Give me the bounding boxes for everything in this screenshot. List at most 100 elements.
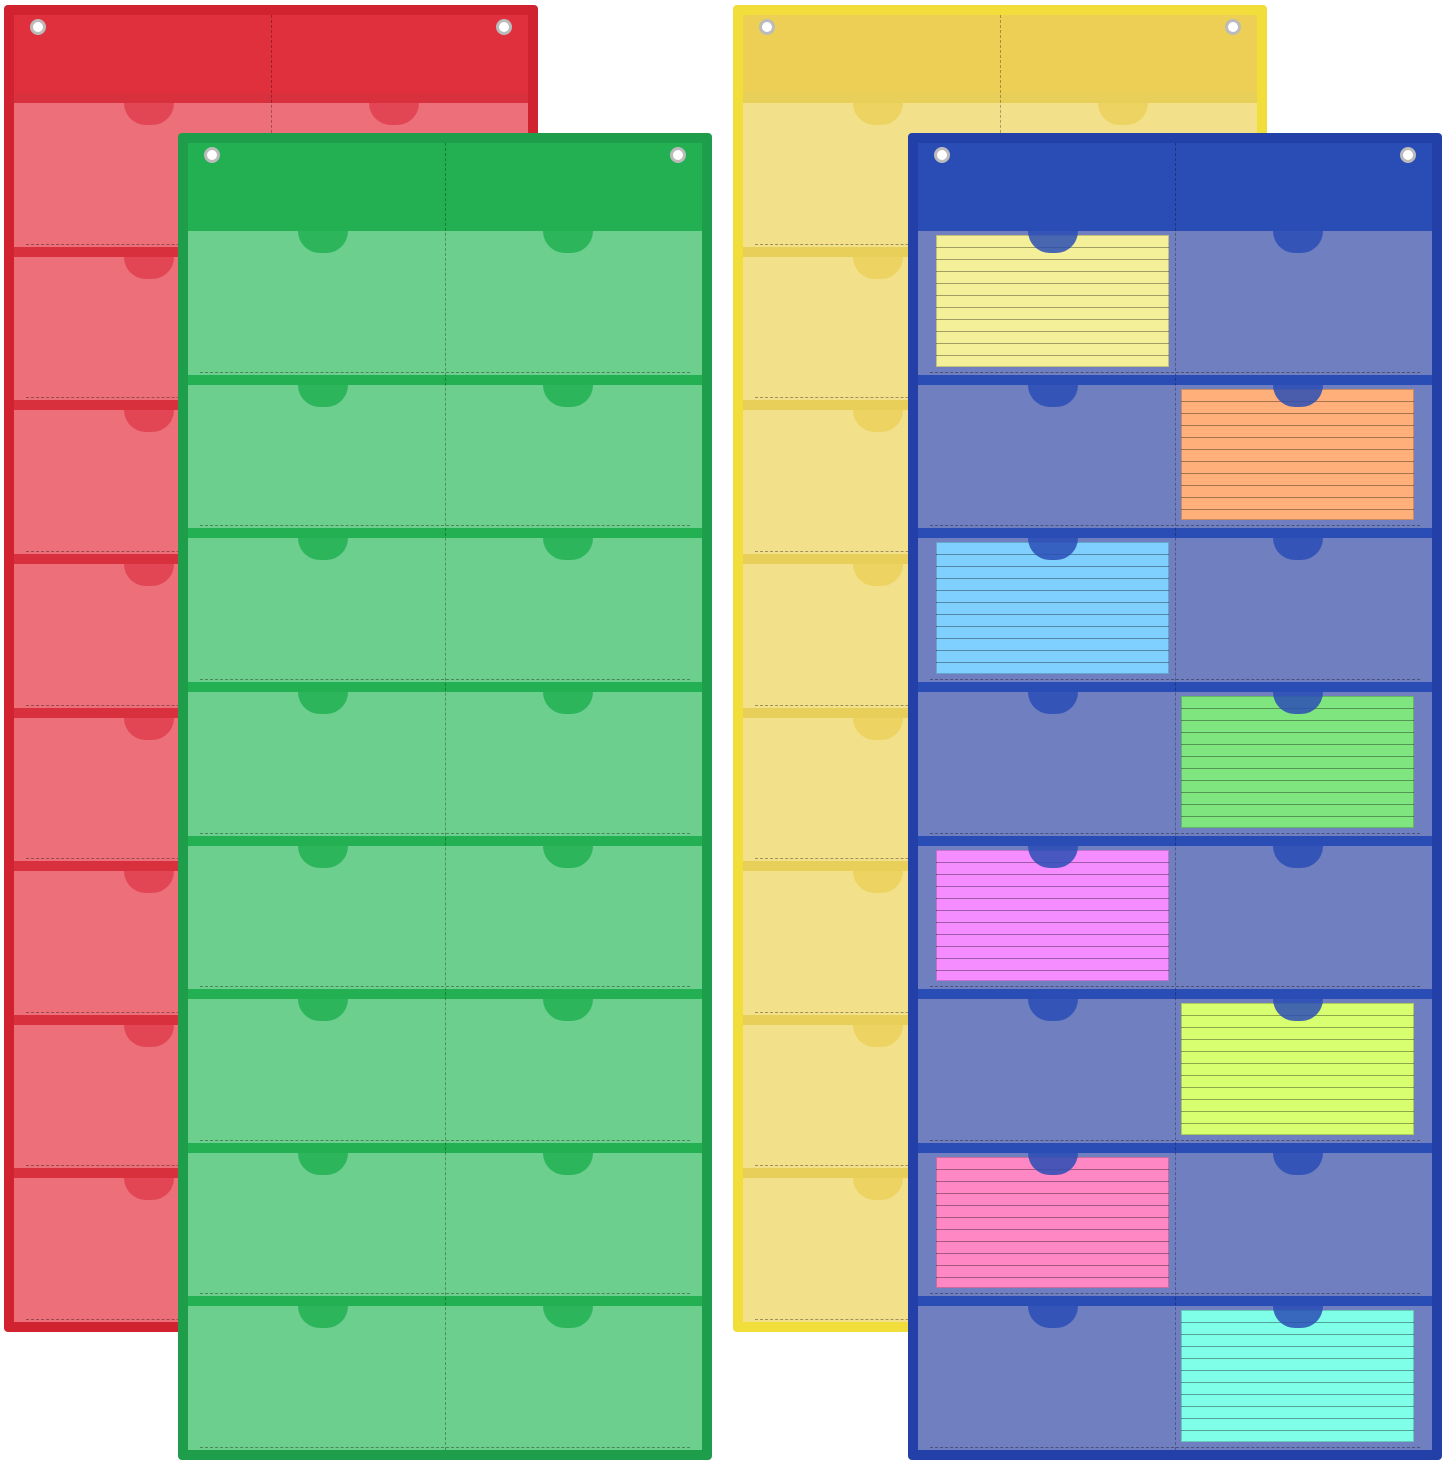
- grommet-icon: [1400, 147, 1416, 163]
- stitch-line: [930, 832, 1420, 834]
- pocket: [200, 999, 445, 1143]
- index-card: [936, 1156, 1169, 1289]
- index-card: [936, 849, 1169, 982]
- index-card: [1181, 388, 1414, 521]
- pocket: [1175, 1152, 1420, 1297]
- pocket-band: [188, 374, 702, 385]
- pocket-notch: [1027, 384, 1078, 407]
- pocket-notch: [297, 999, 348, 1022]
- pocket-row: [188, 681, 702, 836]
- pocket-band: [188, 528, 702, 539]
- pocket-notch: [542, 691, 593, 714]
- pocket-notch: [852, 871, 903, 894]
- pocket: [200, 1306, 445, 1450]
- pocket-notch: [297, 1306, 348, 1329]
- pocket-notch: [852, 103, 903, 125]
- pocket: [200, 538, 445, 682]
- pocket-row: [918, 989, 1432, 1143]
- blue-chart-body: [918, 143, 1432, 1450]
- pocket-band: [918, 681, 1432, 692]
- pocket-row: [188, 374, 702, 529]
- grommet-icon: [759, 19, 775, 35]
- stitch-line: [930, 1139, 1420, 1141]
- pocket-row: [918, 1296, 1432, 1450]
- pocket: [930, 691, 1175, 836]
- grommet-icon: [1225, 19, 1241, 35]
- pocket-notch: [1027, 1152, 1078, 1175]
- pocket: [1175, 231, 1420, 375]
- stitch-line: [930, 1447, 1420, 1448]
- pocket-notch: [123, 256, 174, 279]
- pocket-row: [188, 1296, 702, 1450]
- grommet-icon: [670, 147, 686, 163]
- pocket-notch: [1097, 103, 1148, 125]
- stitch-line: [200, 1293, 690, 1295]
- yellow-header-band: [743, 15, 1257, 93]
- pocket-notch: [1272, 1152, 1323, 1175]
- pocket-band: [918, 1296, 1432, 1307]
- pocket-notch: [1272, 999, 1323, 1022]
- pocket-notch: [852, 410, 903, 433]
- stitch-line: [930, 371, 1420, 373]
- pocket: [930, 538, 1175, 682]
- center-divider: [445, 143, 446, 1450]
- pocket-notch: [852, 717, 903, 740]
- grommet-icon: [30, 19, 46, 35]
- pocket: [930, 384, 1175, 529]
- pocket-band: [918, 1142, 1432, 1153]
- pocket-notch: [1272, 691, 1323, 714]
- index-card: [936, 542, 1169, 674]
- blue-pocket-chart: [908, 133, 1442, 1460]
- grommet-icon: [934, 147, 950, 163]
- pocket-band: [188, 1142, 702, 1153]
- stitch-line: [930, 1293, 1420, 1295]
- stitch-line: [930, 525, 1420, 527]
- stitch-line: [200, 1447, 690, 1448]
- stitch-line: [930, 986, 1420, 988]
- pocket: [930, 999, 1175, 1143]
- pocket-band: [188, 989, 702, 1000]
- stitch-line: [200, 525, 690, 527]
- pocket-notch: [852, 1024, 903, 1047]
- pocket-band: [918, 989, 1432, 1000]
- grommet-icon: [496, 19, 512, 35]
- pocket: [445, 538, 690, 682]
- index-card: [1181, 1310, 1414, 1442]
- pocket: [445, 1306, 690, 1450]
- stitch-line: [200, 832, 690, 834]
- pocket-notch: [368, 103, 419, 125]
- pocket-row: [918, 528, 1432, 682]
- pocket-band: [188, 221, 702, 231]
- pocket-band: [188, 835, 702, 846]
- pocket-notch: [123, 563, 174, 586]
- index-card: [1181, 1003, 1414, 1135]
- pocket-notch: [1027, 845, 1078, 868]
- pocket: [445, 845, 690, 990]
- pocket-band: [918, 221, 1432, 231]
- pocket-notch: [1027, 999, 1078, 1022]
- pocket-notch: [852, 563, 903, 586]
- pocket-notch: [1272, 384, 1323, 407]
- stitch-line: [930, 678, 1420, 680]
- pocket-notch: [542, 1152, 593, 1175]
- pocket: [930, 231, 1175, 375]
- pocket-notch: [297, 845, 348, 868]
- pocket-notch: [297, 1152, 348, 1175]
- pocket-notch: [1272, 1306, 1323, 1329]
- pocket: [930, 845, 1175, 990]
- pocket: [200, 845, 445, 990]
- pocket-notch: [297, 538, 348, 561]
- pocket-notch: [123, 1024, 174, 1047]
- pocket-notch: [123, 1178, 174, 1201]
- stitch-line: [200, 678, 690, 680]
- index-card: [1181, 695, 1414, 828]
- pocket: [1175, 845, 1420, 990]
- pocket-notch: [297, 231, 348, 253]
- pocket-notch: [1027, 1306, 1078, 1329]
- pocket: [200, 384, 445, 529]
- pocket-row: [918, 681, 1432, 836]
- pocket-notch: [297, 384, 348, 407]
- pocket-notch: [123, 410, 174, 433]
- pocket: [1175, 384, 1420, 529]
- pocket-notch: [1272, 538, 1323, 561]
